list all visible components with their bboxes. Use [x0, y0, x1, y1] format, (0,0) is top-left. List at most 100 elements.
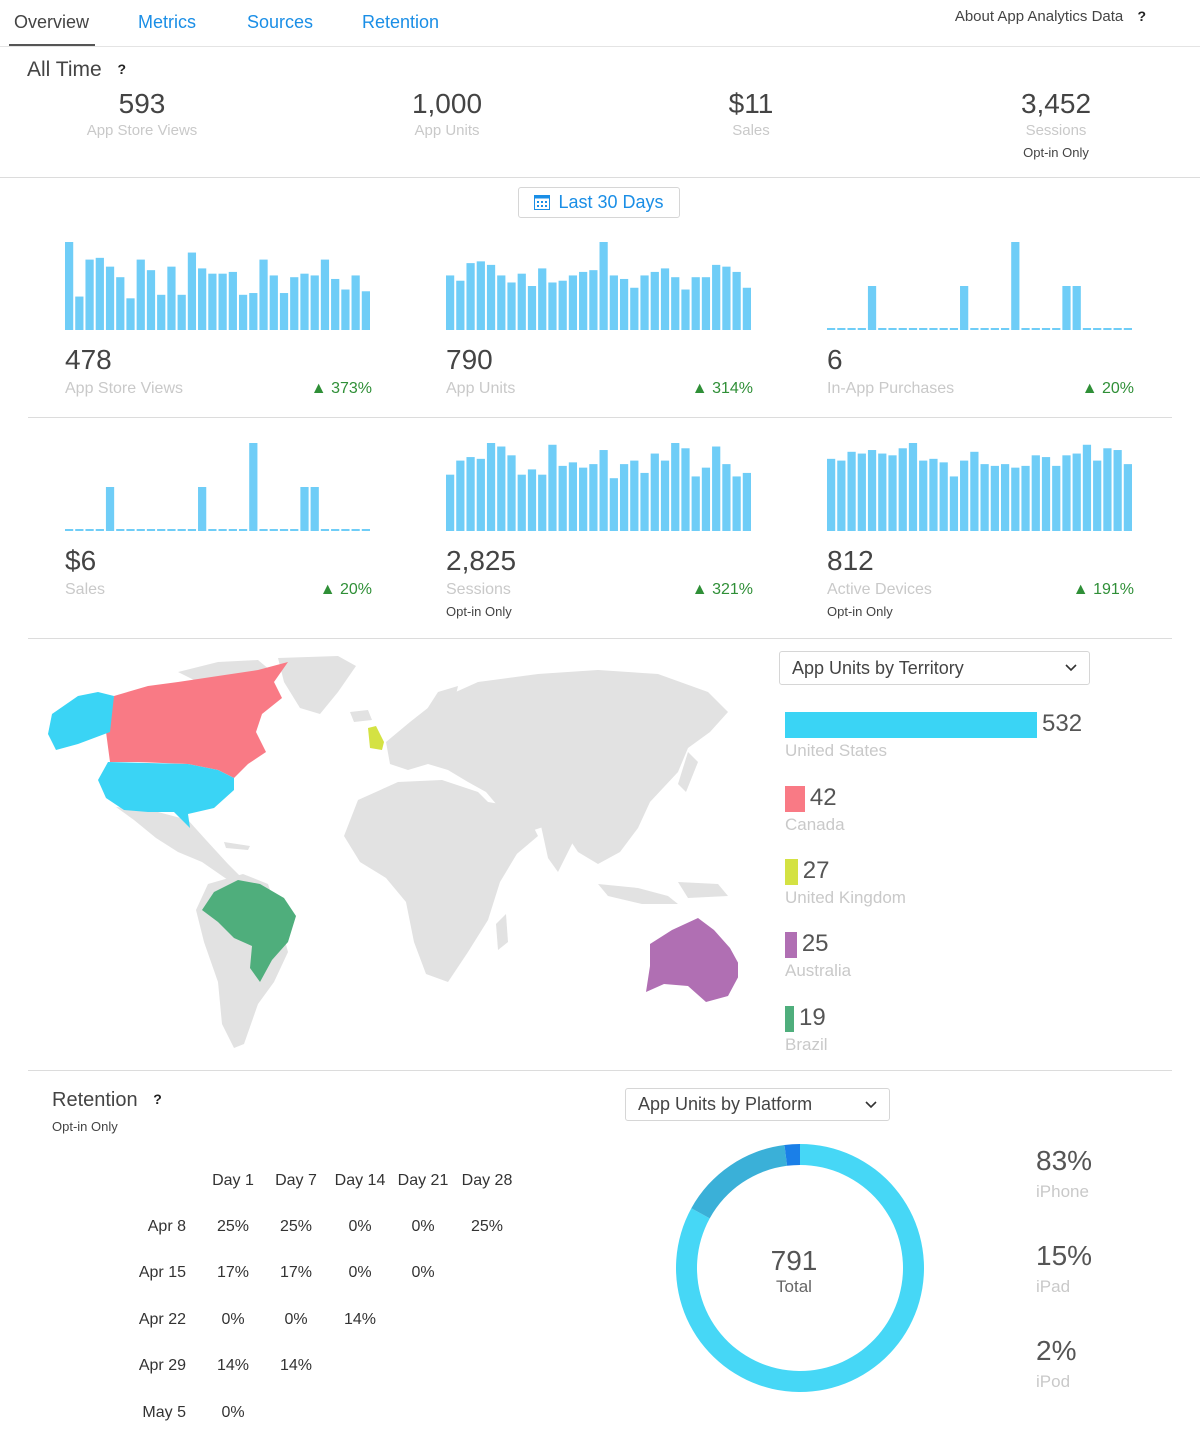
chart-bar: [476, 261, 485, 330]
retention-title: Retention ?: [52, 1089, 162, 1112]
metric-tile-sales[interactable]: $6 Sales ▲ 20%: [65, 441, 372, 626]
chart-bar: [640, 472, 649, 531]
chart-bar: [85, 529, 94, 531]
chart-bar: [919, 460, 928, 531]
chart-bar: [929, 458, 938, 531]
chart-bar: [146, 270, 156, 330]
metric-value: 6: [827, 344, 843, 375]
chart-bar: [671, 443, 680, 531]
chart-bar: [1103, 328, 1112, 330]
section-divider: [28, 417, 1172, 418]
map-canada: [106, 662, 288, 778]
about-analytics-link[interactable]: About App Analytics Data ?: [955, 8, 1146, 25]
chart-bar: [279, 293, 289, 330]
chart-bar: [701, 277, 711, 330]
chart-bar: [269, 275, 278, 330]
chart-bar: [320, 259, 330, 330]
chart-bar: [568, 275, 578, 330]
chart-bar: [517, 273, 526, 330]
chart-bar: [1041, 328, 1051, 330]
tab-sources[interactable]: Sources: [247, 12, 314, 32]
tab-retention[interactable]: Retention: [362, 12, 440, 32]
chart-bar: [837, 460, 846, 531]
retention-note: Opt-in Only: [52, 1119, 118, 1134]
retention-label: Retention: [52, 1089, 138, 1111]
chart-bar: [320, 529, 330, 531]
metric-tile-in-app-purchases[interactable]: 6 In-App Purchases ▲ 20%: [827, 240, 1134, 410]
help-icon[interactable]: ?: [1137, 8, 1146, 24]
help-icon[interactable]: ?: [153, 1091, 162, 1107]
chart-bar: [1021, 328, 1030, 330]
map-australia: [646, 918, 738, 1002]
chart-bar: [95, 529, 104, 531]
metric-label: Sessions: [1025, 122, 1087, 139]
change-value: 321%: [712, 581, 753, 598]
donut-segment-ipad[interactable]: [691, 1144, 788, 1219]
tab-metrics[interactable]: Metrics: [138, 12, 196, 32]
metric-tile-app-store-views[interactable]: 478 App Store Views ▲ 373%: [65, 240, 372, 410]
chart-bar: [742, 472, 751, 531]
metric-tile-app-units[interactable]: 790 App Units ▲ 314%: [446, 240, 753, 410]
metric-note: Opt-in Only: [1023, 145, 1089, 160]
daily-bar-chart: [827, 242, 1132, 330]
chart-bar: [970, 451, 979, 531]
map-brazil: [202, 880, 296, 982]
chart-bar: [507, 455, 516, 531]
change-value: 20%: [1101, 380, 1134, 397]
chart-bar: [187, 529, 197, 531]
chart-bar: [980, 328, 989, 330]
chart-bar: [1011, 242, 1020, 330]
metric-note: Opt-in Only: [827, 604, 893, 619]
table-cell: 17%: [279, 1264, 313, 1281]
chart-bar: [507, 282, 516, 330]
chart-bar: [939, 328, 948, 330]
chart-bar: [1093, 328, 1102, 330]
row-date: Apr 8: [147, 1218, 186, 1235]
metric-value: 3,452: [1020, 88, 1092, 119]
chart-bar: [167, 266, 176, 330]
period-picker-button[interactable]: Last 30 Days: [518, 187, 680, 218]
donut-segment-ipod[interactable]: [784, 1144, 800, 1166]
chart-bar: [980, 464, 989, 531]
map-uk: [368, 726, 384, 750]
metric-tile-active-devices[interactable]: 812 Active Devices Opt-in Only ▲ 191%: [827, 441, 1134, 626]
chart-bar: [1041, 457, 1051, 531]
chart-bar: [1052, 465, 1061, 531]
row-date: May 5: [142, 1404, 186, 1421]
platform-name: iPod: [1036, 1372, 1071, 1391]
dropdown-label: App Units by Territory: [792, 657, 964, 678]
chart-bar: [640, 275, 649, 330]
chart-bar: [446, 474, 455, 531]
tab-overview[interactable]: Overview: [14, 12, 90, 32]
metric-tile-sessions[interactable]: 2,825 Sessions Opt-in Only ▲ 321%: [446, 441, 753, 626]
chevron-down-icon: [1065, 664, 1077, 672]
platform-dropdown[interactable]: App Units by Platform: [625, 1088, 890, 1121]
chart-bar: [279, 529, 289, 531]
active-tab-underline: [9, 44, 95, 46]
change-value: 20%: [339, 581, 372, 598]
chart-bar: [269, 529, 278, 531]
chart-bar: [847, 451, 856, 531]
table-cell: 17%: [216, 1264, 250, 1281]
chart-bar: [116, 277, 125, 330]
chart-bar: [660, 268, 670, 330]
table-cell: 0%: [411, 1264, 435, 1281]
chart-bar: [218, 273, 227, 330]
chart-bar: [361, 291, 370, 330]
chart-bar: [1021, 465, 1030, 531]
chart-bar: [486, 264, 496, 330]
chart-bar: [290, 277, 299, 330]
chevron-down-icon: [865, 1100, 877, 1108]
help-icon[interactable]: ?: [117, 61, 127, 77]
chart-bar: [681, 289, 690, 330]
metric-change: ▲ 191%: [1072, 581, 1134, 598]
chart-bar: [466, 457, 475, 531]
chart-bar: [949, 476, 959, 531]
chart-bar: [65, 529, 74, 531]
platform-donut-chart: [676, 1144, 924, 1392]
territory-bar: [785, 786, 805, 812]
chart-bar: [238, 294, 248, 330]
metric-change: ▲ 20%: [319, 581, 372, 598]
chart-bar: [75, 296, 84, 330]
territory-dropdown[interactable]: App Units by Territory: [779, 651, 1090, 685]
